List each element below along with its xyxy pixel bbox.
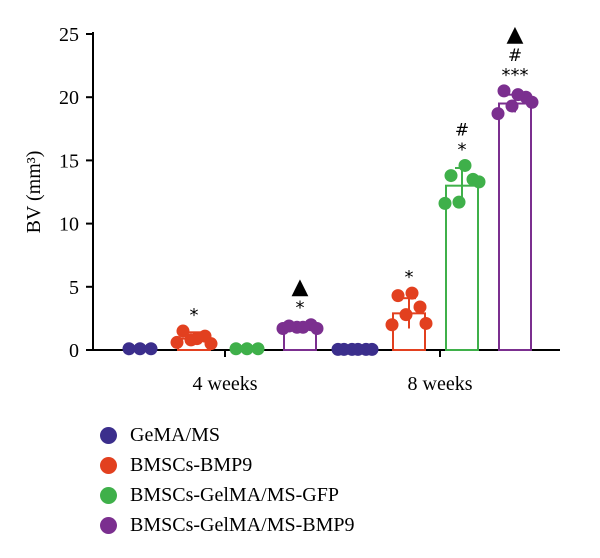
data-point: [170, 335, 184, 349]
data-point: [296, 320, 310, 334]
data-point: [458, 158, 472, 172]
data-point: [444, 169, 458, 183]
star-mark: *: [296, 297, 305, 318]
chart-points: [122, 84, 539, 356]
data-point: [511, 88, 525, 102]
legend: GeMA/MS BMSCs-BMP9 BMSCs-GelMA/MS-GFP BM…: [100, 420, 355, 540]
data-point: [438, 196, 452, 210]
data-point: [144, 342, 158, 356]
x-tick-label: 8 weeks: [408, 373, 473, 395]
y-tick-label: 25: [59, 24, 79, 46]
legend-label: BMSCs-BMP9: [130, 453, 253, 476]
legend-dot-gfp: [100, 486, 117, 504]
data-point: [282, 319, 296, 333]
legend-label: GeMA/MS: [130, 423, 221, 446]
y-tick-label: 10: [59, 214, 79, 236]
data-point: [251, 342, 265, 356]
legend-label: BMSCs-GelMA/MS-BMP9: [130, 513, 355, 536]
data-point: [472, 175, 486, 189]
legend-item: BMSCs-GelMA/MS-GFP: [100, 480, 355, 510]
legend-dot-gelma-bmp9: [100, 516, 117, 534]
data-point: [122, 342, 136, 356]
y-axis-label: BV (mm³): [23, 151, 45, 234]
triangle-mark: ▲: [507, 22, 524, 47]
chart-significance-marks: ***#*▲***#▲: [190, 22, 529, 326]
data-point: [391, 289, 405, 303]
data-point: [385, 318, 399, 332]
bar: [498, 102, 532, 351]
data-point: [419, 316, 433, 330]
x-tick-label: 4 weeks: [193, 373, 258, 395]
legend-dot-gema: [100, 426, 117, 444]
star-mark: ***: [502, 65, 529, 86]
data-point: [240, 342, 254, 356]
bar: [445, 184, 479, 351]
data-point: [491, 107, 505, 121]
data-point: [497, 84, 511, 98]
y-tick-label: 5: [69, 277, 79, 299]
data-point: [204, 337, 218, 351]
data-point: [452, 195, 466, 209]
legend-label: BMSCs-GelMA/MS-GFP: [130, 483, 339, 506]
data-point: [229, 342, 243, 356]
data-point: [525, 95, 539, 109]
data-point: [337, 342, 351, 356]
data-point: [413, 300, 427, 314]
legend-item: GeMA/MS: [100, 420, 355, 450]
data-point: [505, 99, 519, 113]
star-mark: *: [405, 267, 414, 288]
y-tick-label: 15: [59, 150, 79, 172]
data-point: [365, 342, 379, 356]
hash-mark: #: [455, 120, 469, 140]
star-mark: *: [190, 305, 199, 326]
chart-bars: [177, 93, 532, 351]
data-point: [351, 342, 365, 356]
data-point: [176, 324, 190, 338]
data-point: [190, 332, 204, 346]
legend-dot-bmp9: [100, 456, 117, 474]
legend-item: BMSCs-GelMA/MS-BMP9: [100, 510, 355, 540]
y-tick-label: 20: [59, 87, 79, 109]
legend-item: BMSCs-BMP9: [100, 450, 355, 480]
data-point: [399, 308, 413, 322]
data-point: [405, 286, 419, 300]
triangle-mark: ▲: [292, 274, 309, 299]
data-point: [310, 322, 324, 336]
star-mark: *: [458, 139, 467, 160]
hash-mark: #: [508, 46, 522, 66]
chart-axes: 0 5 10 15 20 25 BV (mm³) 4 weeks 8 weeks: [23, 24, 560, 395]
data-point: [133, 342, 147, 356]
y-tick-label: 0: [69, 340, 79, 362]
